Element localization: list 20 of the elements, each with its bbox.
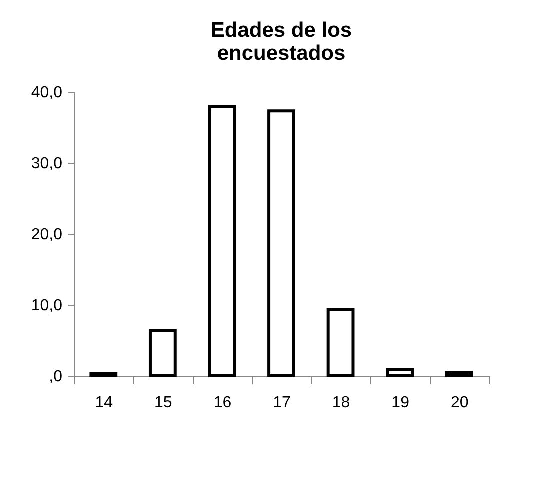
y-tick-label: 20,0 [31,226,63,244]
x-tick-label: 20 [450,394,469,412]
y-tick-label: ,0 [49,368,63,386]
y-tick-label: 40,0 [31,84,63,102]
x-tick-label: 17 [273,394,291,412]
bar [268,110,296,378]
bar [90,372,118,378]
bar [148,329,177,378]
x-tick-label: 14 [95,394,114,412]
bar [326,308,355,378]
y-tick-label: 10,0 [31,298,63,314]
bar [208,105,236,378]
bar [386,368,414,378]
bar [445,370,474,378]
x-tick-label: 15 [154,394,172,412]
x-tick-label: 16 [214,394,232,412]
x-tick-label: 18 [332,394,350,412]
chart-title: Edades de los encuestados [210,19,352,65]
x-tick-label: 19 [392,394,410,412]
y-tick-label: 30,0 [31,156,63,172]
